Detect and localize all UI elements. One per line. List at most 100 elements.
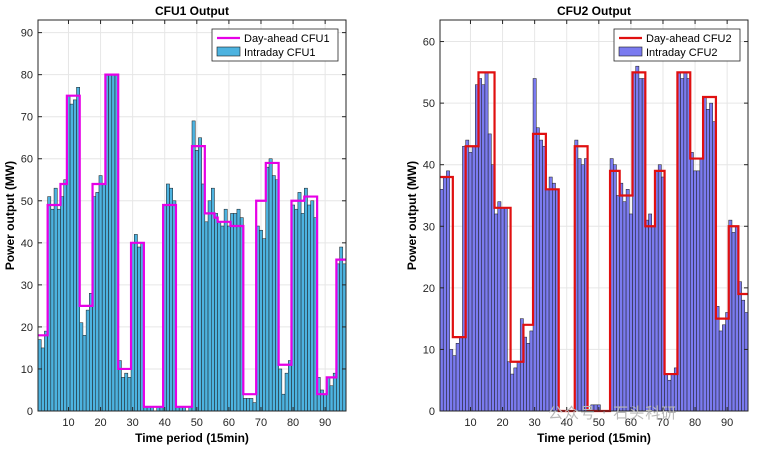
cfu2-xtick-label: 10 — [464, 417, 476, 429]
cfu1-bar — [288, 360, 292, 412]
cfu2-ytick-label: 40 — [423, 160, 435, 172]
cfu1-xlabel: Time period (15min) — [135, 431, 249, 445]
cfu2-xlabel: Time period (15min) — [537, 431, 651, 445]
cfu2-bar — [651, 226, 656, 412]
cfu2-bar — [539, 139, 543, 412]
cfu2-legend-label-dayahead: Day-ahead CFU2 — [646, 33, 732, 45]
cfu2-bar — [696, 170, 701, 412]
cfu1-bar — [294, 208, 299, 412]
cfu2-bar — [529, 330, 534, 412]
cfu1-bar — [310, 200, 315, 412]
cfu1-legend-bar-swatch — [216, 46, 241, 57]
cfu1-bar — [169, 187, 173, 412]
cfu1-bar — [278, 368, 283, 412]
cfu2-bar — [468, 152, 473, 412]
cfu2-bar — [629, 213, 633, 412]
cfu2-ytick-label: 50 — [423, 98, 435, 110]
watermark: 公众号 · 石头科研 — [548, 404, 678, 422]
cfu2-bar — [449, 349, 454, 412]
cfu1-bar — [220, 225, 225, 412]
cfu1-bar — [246, 398, 250, 412]
cfu1-bar — [111, 74, 116, 412]
cfu2-bar — [497, 201, 502, 412]
cfu2-bar — [500, 207, 505, 412]
cfu1-bar — [121, 377, 125, 412]
cfu1-bar — [265, 166, 270, 412]
cfu2-bar — [715, 306, 720, 412]
cfu1-legend: Day-ahead CFU1 Intraday CFU1 — [211, 28, 339, 62]
cfu1-bar — [284, 372, 289, 412]
cfu2-bar — [494, 213, 499, 412]
cfu1-bar — [166, 183, 170, 412]
cfu1-bar — [57, 208, 61, 412]
cfu2-axes-box — [439, 19, 749, 412]
cfu1-dayahead-line — [38, 73, 346, 408]
cfu2-bar — [510, 373, 515, 412]
cfu1-title: CFU1 Output — [155, 4, 229, 18]
cfu2-bar — [731, 232, 736, 412]
cfu2-bar — [580, 164, 585, 412]
cfu2-ytick-label: 30 — [423, 221, 435, 233]
cfu1-bar — [50, 208, 55, 412]
cfu1-bar — [82, 335, 87, 412]
cfu1-bar — [249, 398, 254, 412]
cfu1-bar — [332, 372, 337, 412]
cfu2-bar — [645, 219, 649, 412]
cfu2-bar — [613, 164, 617, 412]
cfu2-bar — [548, 176, 553, 412]
cfu2-legend-bar-swatch — [618, 46, 643, 57]
cfu2-bar — [699, 158, 704, 412]
cfu2-bar — [657, 164, 662, 412]
cfu1-bar — [207, 200, 212, 412]
cfu1-bar — [271, 175, 276, 412]
cfu2-bar — [738, 281, 742, 412]
cfu1-bar — [268, 158, 273, 412]
cfu2-xtick-label: 20 — [496, 417, 508, 429]
cfu2-bar — [622, 201, 627, 412]
cfu1-ytick-label: 60 — [21, 154, 33, 166]
cfu1-bar — [95, 192, 100, 412]
cfu1-ytick-label: 20 — [21, 322, 33, 334]
cfu1-ytick-label: 50 — [21, 196, 33, 208]
cfu1-bar — [73, 99, 77, 412]
cfu1-xtick-label: 80 — [287, 417, 299, 429]
cfu1-xtick-label: 20 — [94, 417, 106, 429]
cfu2-ytick-label: 0 — [429, 406, 435, 418]
cfu1-bar — [101, 183, 106, 412]
cfu1-bar — [79, 322, 84, 412]
cfu2-bar — [638, 78, 643, 412]
cfu2-bar — [545, 189, 550, 412]
cfu1-bar — [134, 234, 138, 412]
cfu1-xtick-label: 40 — [159, 417, 171, 429]
cfu1-ytick-label: 30 — [21, 280, 33, 292]
cfu1-bar — [201, 183, 206, 412]
cfu2-bar — [481, 84, 486, 412]
cfu1-bar — [108, 74, 113, 412]
cfu1-bar — [60, 196, 64, 412]
cfu1-bar — [307, 204, 311, 412]
cfu1-bar — [124, 372, 129, 412]
cfu1-bar — [211, 187, 215, 412]
cfu1-xtick-label: 30 — [127, 417, 139, 429]
cfu2-bar — [683, 72, 688, 412]
cfu1-bar — [214, 213, 218, 412]
cfu2-bar — [619, 182, 624, 412]
cfu2-bar — [680, 78, 685, 412]
cfu1-bar — [223, 208, 228, 412]
cfu1-bar — [230, 213, 234, 412]
cfu1-bar — [304, 187, 308, 412]
cfu2-bar — [459, 336, 463, 412]
cfu2-xtick-label: 80 — [689, 417, 701, 429]
cfu1-xtick-label: 90 — [319, 417, 331, 429]
cfu1-xtick-label: 70 — [255, 417, 267, 429]
cfu1-ytick-label: 90 — [21, 28, 33, 40]
cfu1-legend-label-dayahead: Day-ahead CFU1 — [244, 33, 330, 45]
cfu1-xtick-label: 60 — [223, 417, 235, 429]
cfu2-bar — [526, 343, 531, 412]
cfu1-bar — [233, 213, 238, 412]
cfu2-bar — [471, 145, 476, 412]
cfu2-bar — [513, 367, 518, 412]
cfu1-bar — [53, 187, 58, 412]
cfu1-bar — [44, 330, 48, 412]
